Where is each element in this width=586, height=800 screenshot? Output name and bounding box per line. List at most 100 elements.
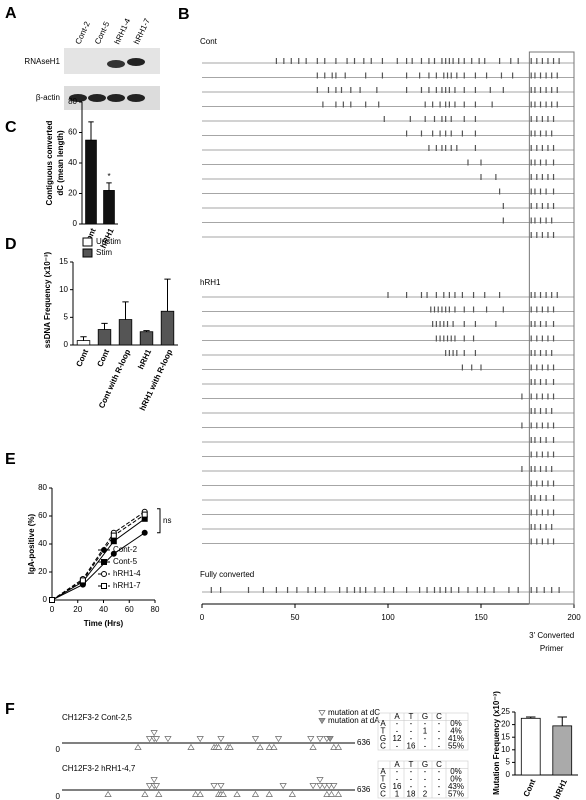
mutation-mark (145, 736, 154, 743)
x-tick-label: 80 (151, 605, 160, 614)
band (127, 58, 145, 66)
mutation-mark (270, 743, 278, 750)
mutation-mark (145, 783, 154, 790)
table-cell: - (438, 727, 441, 736)
table-cell: - (424, 767, 427, 776)
error-bar (164, 278, 171, 312)
y-tick-label: 60 (68, 128, 77, 137)
legend-label: hRH1-7 (113, 581, 141, 590)
table-cell: T (381, 775, 386, 784)
marker (110, 538, 117, 545)
y-axis-label: Mutation Frequency (x10⁻³) (492, 691, 501, 795)
mutation-mark (323, 790, 331, 797)
table-cell: - (410, 775, 413, 784)
marker (79, 577, 86, 584)
error-bar (557, 716, 567, 726)
panel-label: C (5, 119, 17, 136)
panel-label: F (5, 701, 15, 718)
error-bar (88, 121, 94, 141)
mutation-mark (327, 790, 336, 797)
y-axis-label: Contiguous converted (45, 120, 54, 205)
map-end: 636 (357, 785, 371, 794)
x-tick-label: Cont (74, 348, 90, 369)
panel-label: E (5, 451, 16, 468)
y-tick-label: 20 (68, 189, 77, 198)
table-cell: - (438, 734, 441, 743)
table-frame (377, 760, 469, 799)
table-cell: - (438, 719, 441, 728)
table-header: T (409, 760, 414, 769)
y-tick-label: 0 (73, 219, 78, 228)
mutation-mark (217, 783, 225, 790)
band (107, 60, 125, 68)
marker (101, 583, 107, 589)
group-title: hRH1 (200, 278, 221, 287)
y-tick-label: 0 (64, 340, 69, 349)
table-cell: 12 (393, 734, 402, 743)
lane-label: hRH1-7 (132, 16, 152, 45)
annotation: * (107, 172, 110, 181)
table-cell: G (380, 734, 386, 743)
mutation-mark (256, 743, 264, 750)
mutation-mark (191, 790, 200, 797)
legend-label: Stim (96, 248, 112, 257)
table-cell: 4% (450, 727, 462, 736)
x-tick-label: 40 (99, 605, 108, 614)
band (69, 94, 87, 102)
panel-label: B (178, 6, 190, 23)
legend-label: mutation at dC (328, 708, 380, 717)
legend-swatch (82, 237, 93, 247)
table-cell: - (438, 782, 441, 791)
y-tick-label: 10 (501, 745, 510, 754)
mutation-mark (187, 743, 195, 750)
table-cell: - (396, 767, 399, 776)
legend-label: hRH1-4 (113, 569, 141, 578)
table-header: G (422, 712, 428, 721)
mutation-mark (196, 736, 204, 743)
mutation-mark (318, 710, 326, 717)
y-tick-label: 20 (38, 567, 47, 576)
bar (85, 139, 97, 225)
primer-box (528, 51, 575, 605)
mutation-mark (265, 743, 273, 750)
table-cell: - (438, 789, 441, 798)
table-cell: - (396, 775, 399, 784)
mutation-mark (152, 736, 161, 743)
mutation-mark (210, 783, 218, 790)
line (51, 532, 145, 601)
mutation-mark (104, 790, 112, 797)
table-header: T (409, 712, 414, 721)
bar (76, 340, 91, 346)
y-tick-label: 5 (506, 758, 511, 767)
table-cell: - (424, 782, 427, 791)
mutation-mark (196, 790, 204, 797)
table-cell: - (438, 775, 441, 784)
y-tick-label: 60 (38, 511, 47, 520)
x-tick-label: 60 (125, 605, 134, 614)
y-tick-label: 10 (59, 285, 68, 294)
marker (141, 511, 148, 518)
table-cell: - (438, 741, 441, 750)
table-header: C (436, 760, 442, 769)
group-title: Fully converted (200, 570, 254, 579)
table-cell: - (396, 727, 399, 736)
band (127, 94, 145, 102)
mutation-mark (265, 790, 273, 797)
mutation-mark (251, 790, 260, 797)
mutation-mark (217, 736, 225, 743)
table-cell: - (424, 719, 427, 728)
mutation-mark (316, 777, 324, 784)
table-cell: - (410, 767, 413, 776)
table-cell: 18 (407, 789, 416, 798)
mutation-mark (325, 783, 333, 790)
bar (103, 190, 115, 225)
y-tick-label: 5 (64, 312, 69, 321)
legend-label: Cont-5 (113, 557, 138, 566)
table-cell: 41% (448, 734, 464, 743)
mutation-mark (226, 743, 234, 750)
y-tick-label: 80 (68, 97, 77, 106)
table-cell: A (380, 719, 386, 728)
x-axis-label: Time (Hrs) (84, 619, 124, 628)
mutation-mark (288, 790, 296, 797)
